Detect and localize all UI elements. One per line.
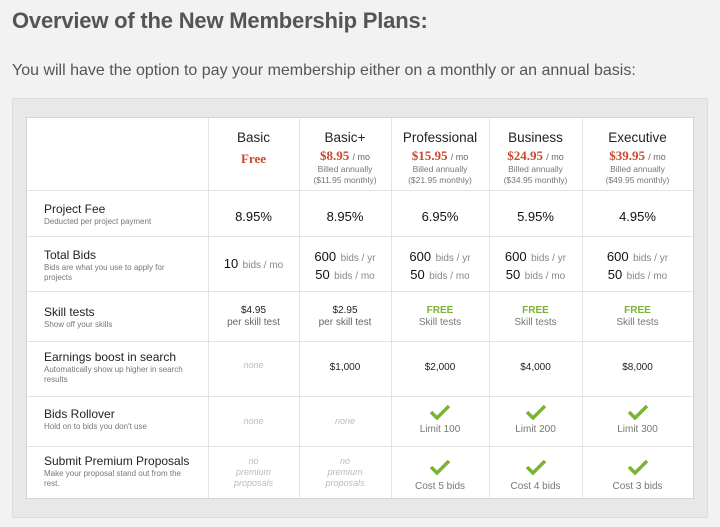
plan-name: Basic — [236, 130, 270, 145]
project-fee-value: 4.95% — [619, 209, 656, 224]
premium-cost: Cost 3 bids — [612, 481, 663, 492]
feature-title: Total Bids — [44, 248, 97, 262]
feature-desc: Automatically show up higher in search r… — [44, 365, 183, 384]
premium-cost: Cost 4 bids — [510, 481, 561, 492]
plan-column-executive: Executive $39.95 / mo Billed annually ($4… — [582, 118, 693, 498]
feature-desc: Show off your skills — [44, 320, 113, 329]
rollover-none: none — [334, 416, 356, 426]
earnings-boost-value: $4,000 — [520, 362, 551, 373]
rollover-limit: Limit 300 — [617, 424, 658, 435]
premium-included: Cost 3 bids — [582, 459, 693, 493]
feature-title: Bids Rollover — [44, 407, 115, 421]
skill-test-price: $2.95 per skill test — [318, 305, 372, 328]
plan-price: $15.95 / mo — [411, 148, 469, 163]
page-subtitle: You will have the option to pay your mem… — [12, 62, 636, 79]
total-bids-value: 10 bids / mo — [223, 256, 284, 271]
premium-none: no premium proposals — [233, 456, 274, 488]
rollover-none: none — [243, 416, 264, 426]
page-title: Overview of the New Membership Plans: — [12, 8, 428, 33]
plan-name: Executive — [608, 130, 667, 145]
plan-name: Professional — [402, 130, 478, 145]
plan-billing: Billed annually ($34.95 monthly) — [503, 164, 568, 185]
plan-price: Free — [240, 151, 267, 166]
feature-desc: Deducted per project payment — [44, 217, 152, 226]
earnings-boost-value: $2,000 — [424, 362, 456, 373]
earnings-boost-value: $1,000 — [329, 362, 361, 373]
feature-desc: Make your proposal stand out from the re… — [44, 469, 181, 488]
total-bids-value: 600 bids / yr 50 bids / mo — [314, 249, 376, 282]
feature-premium-proposals: Submit Premium Proposals Make your propo… — [44, 454, 189, 489]
project-fee-value: 8.95% — [235, 209, 272, 224]
skill-test-free: FREE Skill tests — [616, 305, 659, 328]
plan-column-basic-plus: Basic+ $8.95 / mo Billed annually ($11.95… — [299, 118, 391, 498]
feature-earnings-boost: Earnings boost in search Automatically s… — [44, 350, 184, 385]
skill-test-free: FREE Skill tests — [418, 305, 462, 328]
earnings-boost-value: $8,000 — [622, 362, 653, 373]
skill-test-price: $4.95 per skill test — [227, 305, 280, 328]
total-bids-value: 600 bids / yr 50 bids / mo — [606, 249, 669, 282]
feature-bids-rollover: Bids Rollover Hold on to bids you don't … — [44, 407, 184, 432]
earnings-boost-value: none — [243, 360, 264, 370]
rollover-included: Limit 200 — [489, 404, 582, 436]
plan-price: $39.95 / mo — [609, 148, 666, 163]
project-fee-value: 6.95% — [421, 209, 459, 224]
project-fee-value: 8.95% — [326, 209, 364, 224]
check-icon — [429, 459, 451, 475]
feature-total-bids: Total Bids Bids are what you use to appl… — [44, 248, 184, 283]
rollover-limit: Limit 100 — [419, 424, 461, 435]
plans-table: Project Fee Deducted per project payment… — [26, 117, 694, 499]
project-fee-value: 5.95% — [517, 209, 554, 224]
plan-column-basic: Basic Free 8.95% 10 bids / mo $4.95 per … — [208, 118, 299, 498]
feature-title: Project Fee — [44, 202, 106, 216]
premium-cost: Cost 5 bids — [414, 481, 466, 492]
plan-column-business: Business $24.95 / mo Billed annually ($34… — [489, 118, 582, 498]
rollover-included: Limit 100 — [391, 404, 489, 436]
feature-title: Earnings boost in search — [44, 350, 177, 364]
rollover-included: Limit 300 — [582, 404, 693, 436]
check-icon — [429, 404, 451, 420]
total-bids-value: 600 bids / yr 50 bids / mo — [504, 249, 567, 282]
skill-test-free: FREE Skill tests — [514, 305, 557, 328]
feature-project-fee: Project Fee Deducted per project payment — [44, 202, 184, 227]
plan-price: $8.95 / mo — [319, 148, 370, 163]
feature-title: Skill tests — [44, 305, 95, 319]
check-icon — [525, 459, 546, 475]
plan-billing: Billed annually ($21.95 monthly) — [408, 164, 472, 185]
plan-column-professional: Professional $15.95 / mo Billed annually… — [391, 118, 489, 498]
premium-included: Cost 5 bids — [391, 459, 489, 493]
check-icon — [627, 459, 648, 475]
plan-billing: Billed annually ($49.95 monthly) — [605, 164, 670, 185]
check-icon — [525, 404, 546, 420]
plan-name: Basic+ — [324, 130, 366, 145]
premium-none: no premium proposals — [325, 456, 365, 488]
feature-desc: Hold on to bids you don't use — [44, 422, 147, 431]
plan-billing: Billed annually ($11.95 monthly) — [313, 164, 377, 185]
total-bids-value: 600 bids / yr 50 bids / mo — [409, 249, 471, 282]
plan-name: Business — [508, 130, 563, 145]
plan-price: $24.95 / mo — [507, 148, 564, 163]
rollover-limit: Limit 200 — [515, 424, 556, 435]
feature-title: Submit Premium Proposals — [44, 454, 190, 468]
check-icon — [627, 404, 648, 420]
premium-included: Cost 4 bids — [489, 459, 582, 493]
feature-desc: Bids are what you use to apply for proje… — [44, 263, 165, 282]
feature-skill-tests: Skill tests Show off your skills — [44, 305, 184, 330]
